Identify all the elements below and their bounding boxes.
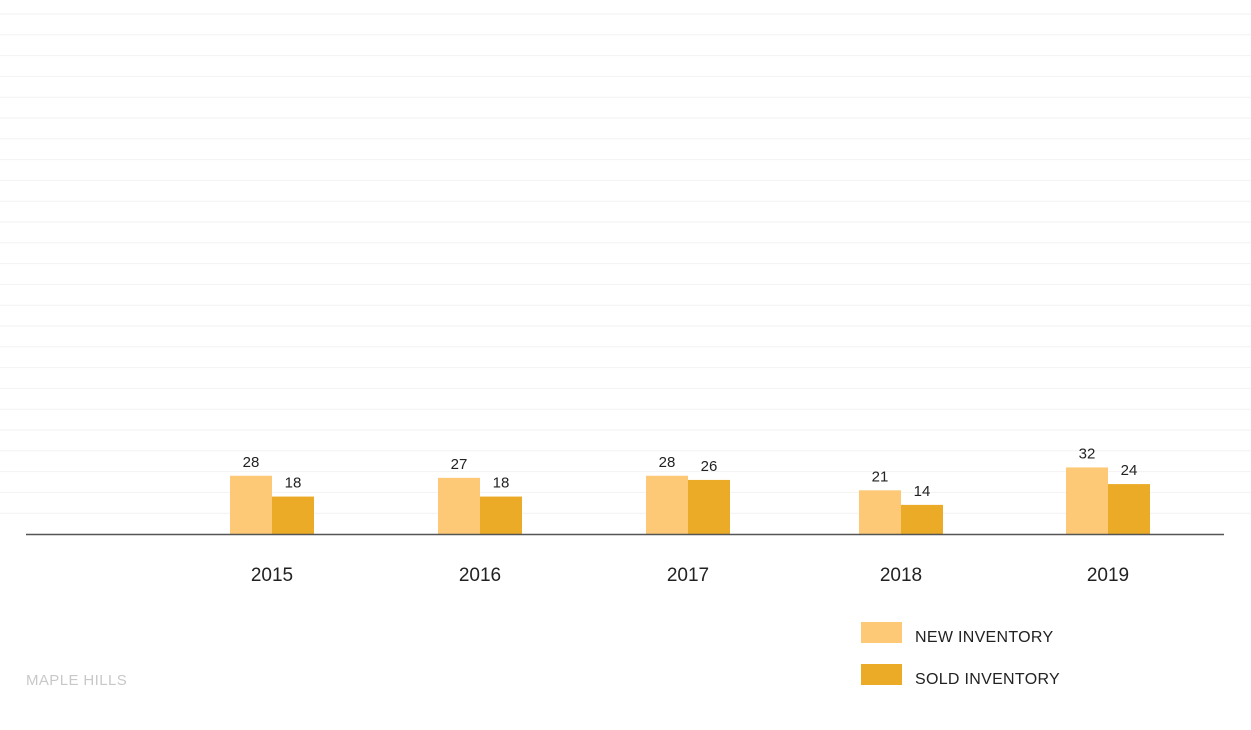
bar-sold-2019 [1108, 484, 1150, 534]
grid-lines [0, 13, 1251, 514]
x-tick-label-2019: 2019 [1087, 565, 1129, 586]
legend-swatch-new-inventory [861, 622, 902, 643]
x-tick-label-2017: 2017 [667, 565, 709, 586]
x-tick-label-2016: 2016 [459, 565, 501, 586]
legend-swatch-sold-inventory [861, 664, 902, 685]
brand-watermark: MAPLE HILLS [26, 672, 127, 689]
data-labels: 28 18 27 18 28 26 21 14 32 24 [243, 445, 1138, 499]
data-label-sold-2019: 24 [1121, 462, 1138, 479]
bar-new-2017 [646, 475, 688, 534]
bar-sold-2017 [688, 479, 730, 534]
bar-new-2018 [859, 490, 901, 534]
bar-new-2019 [1066, 467, 1108, 534]
bars [230, 467, 1150, 534]
data-label-new-2018: 21 [872, 468, 889, 485]
x-tick-label-2015: 2015 [251, 565, 293, 586]
data-label-new-2017: 28 [659, 454, 676, 471]
bar-new-2015 [230, 475, 272, 534]
data-label-new-2015: 28 [243, 454, 260, 471]
data-label-sold-2018: 14 [914, 483, 931, 500]
bar-sold-2016 [480, 496, 522, 534]
legend: NEW INVENTORY SOLD INVENTORY [861, 622, 1060, 688]
data-label-new-2019: 32 [1079, 445, 1096, 462]
data-label-sold-2015: 18 [285, 475, 302, 492]
data-label-sold-2017: 26 [701, 458, 718, 475]
data-label-sold-2016: 18 [493, 475, 510, 492]
legend-label-sold-inventory: SOLD INVENTORY [915, 671, 1060, 688]
bar-sold-2018 [901, 504, 943, 534]
data-label-new-2016: 27 [451, 456, 468, 473]
bar-sold-2015 [272, 496, 314, 534]
x-axis-tick-labels: 2015 2016 2017 2018 2019 [251, 565, 1129, 586]
legend-label-new-inventory: NEW INVENTORY [915, 629, 1053, 646]
x-tick-label-2018: 2018 [880, 565, 922, 586]
bar-new-2016 [438, 477, 480, 534]
